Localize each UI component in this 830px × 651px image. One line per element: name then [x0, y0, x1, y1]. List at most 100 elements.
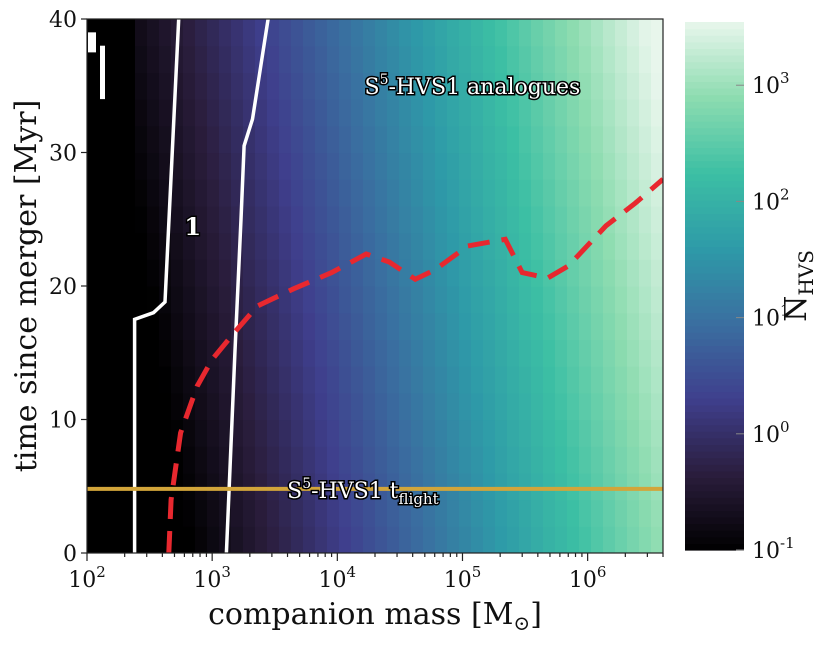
- heatmap-cell: [99, 232, 112, 260]
- heatmap-cell: [423, 99, 436, 127]
- heatmap-cell: [231, 72, 244, 100]
- heatmap-cell: [303, 392, 316, 421]
- heatmap-cell: [483, 472, 496, 501]
- heatmap-cell: [87, 366, 100, 394]
- heatmap-cell: [327, 45, 340, 73]
- heatmap-cell: [387, 286, 400, 314]
- heatmap-cell: [591, 472, 604, 501]
- heatmap-cell: [279, 446, 292, 474]
- x-tick-label: 104: [319, 563, 357, 593]
- heatmap-cell: [219, 366, 232, 394]
- heatmap-cell: [519, 99, 532, 127]
- heatmap-cell: [207, 179, 220, 207]
- heatmap-cell: [495, 366, 508, 394]
- heatmap-cell: [87, 286, 100, 314]
- colorbar-cell: [685, 253, 744, 261]
- heatmap-cell: [459, 312, 472, 340]
- colorbar-cell: [685, 226, 744, 234]
- heatmap-cell: [303, 99, 316, 127]
- heatmap-cell: [111, 152, 124, 180]
- heatmap-cell: [339, 205, 352, 234]
- heatmap-cell: [543, 419, 556, 447]
- heatmap-cell: [591, 446, 604, 474]
- heatmap-cell: [399, 125, 412, 154]
- heatmap-cell: [231, 152, 244, 180]
- heatmap-cell: [531, 232, 544, 260]
- heatmap-cell: [243, 259, 256, 287]
- heatmap-cell: [627, 526, 640, 553]
- heatmap-cell: [495, 446, 508, 474]
- heatmap-cell: [507, 179, 520, 207]
- heatmap-cell: [591, 366, 604, 394]
- heatmap-cell: [555, 526, 568, 553]
- heatmap-cell: [159, 45, 172, 73]
- heatmap-cell: [339, 99, 352, 127]
- heatmap-cell: [447, 526, 460, 553]
- heatmap-cell: [339, 259, 352, 287]
- heatmap-cell: [459, 232, 472, 260]
- heatmap-cell: [603, 232, 616, 260]
- heatmap-cell: [279, 259, 292, 287]
- heatmap-cell: [255, 499, 268, 527]
- heatmap-cell: [363, 419, 376, 447]
- heatmap-cell: [423, 19, 436, 47]
- heatmap-cell: [399, 446, 412, 474]
- heatmap-cell: [99, 179, 112, 207]
- heatmap-cell: [183, 125, 196, 154]
- heatmap-cell: [267, 526, 280, 553]
- colorbar-cell: [685, 523, 744, 531]
- heatmap-cell: [111, 392, 124, 421]
- heatmap-cell: [627, 19, 640, 47]
- heatmap-cell: [531, 72, 544, 100]
- heatmap-cell: [147, 45, 160, 73]
- heatmap-cell: [531, 125, 544, 154]
- heatmap-cell: [87, 419, 100, 447]
- heatmap-cell: [387, 419, 400, 447]
- heatmap-cell: [483, 259, 496, 287]
- heatmap-cell: [207, 392, 220, 421]
- heatmap-cell: [279, 366, 292, 394]
- colorbar-cell: [685, 246, 744, 254]
- x-tick-label: 106: [569, 563, 607, 593]
- heatmap-cell: [327, 366, 340, 394]
- heatmap-cell: [447, 205, 460, 234]
- heatmap-cell: [447, 179, 460, 207]
- heatmap-cell: [639, 152, 652, 180]
- heatmap-cell: [255, 232, 268, 260]
- heatmap-cell: [171, 152, 184, 180]
- heatmap-cell: [459, 366, 472, 394]
- heatmap-cell: [255, 419, 268, 447]
- heatmap-cell: [135, 125, 148, 154]
- heatmap-cell: [483, 125, 496, 154]
- heatmap-cell: [339, 125, 352, 154]
- heatmap-cell: [603, 259, 616, 287]
- heatmap-cell: [423, 499, 436, 527]
- heatmap-cell: [99, 366, 112, 394]
- heatmap-cell: [171, 392, 184, 421]
- heatmap-cell: [555, 286, 568, 314]
- colorbar-cell: [685, 94, 744, 102]
- heatmap-cell: [375, 152, 388, 180]
- heatmap-cell: [651, 99, 663, 127]
- heatmap-cell: [315, 125, 328, 154]
- heatmap-cell: [591, 179, 604, 207]
- heatmap-cell: [291, 419, 304, 447]
- heatmap-cell: [579, 472, 592, 501]
- heatmap-cell: [255, 526, 268, 553]
- heatmap-cell: [171, 205, 184, 234]
- heatmap-cell: [459, 99, 472, 127]
- heatmap-cell: [483, 526, 496, 553]
- heatmap-cell: [423, 179, 436, 207]
- heatmap-cell: [603, 472, 616, 501]
- heatmap-cell: [195, 99, 208, 127]
- heatmap-cell: [123, 72, 136, 100]
- heatmap-cell: [255, 259, 268, 287]
- colorbar-cell: [685, 292, 744, 300]
- heatmap-cell: [327, 232, 340, 260]
- heatmap-cell: [363, 499, 376, 527]
- heatmap-cell: [375, 339, 388, 367]
- heatmap-cell: [555, 179, 568, 207]
- x-tick-label: 103: [193, 563, 231, 593]
- heatmap-cell: [411, 19, 424, 47]
